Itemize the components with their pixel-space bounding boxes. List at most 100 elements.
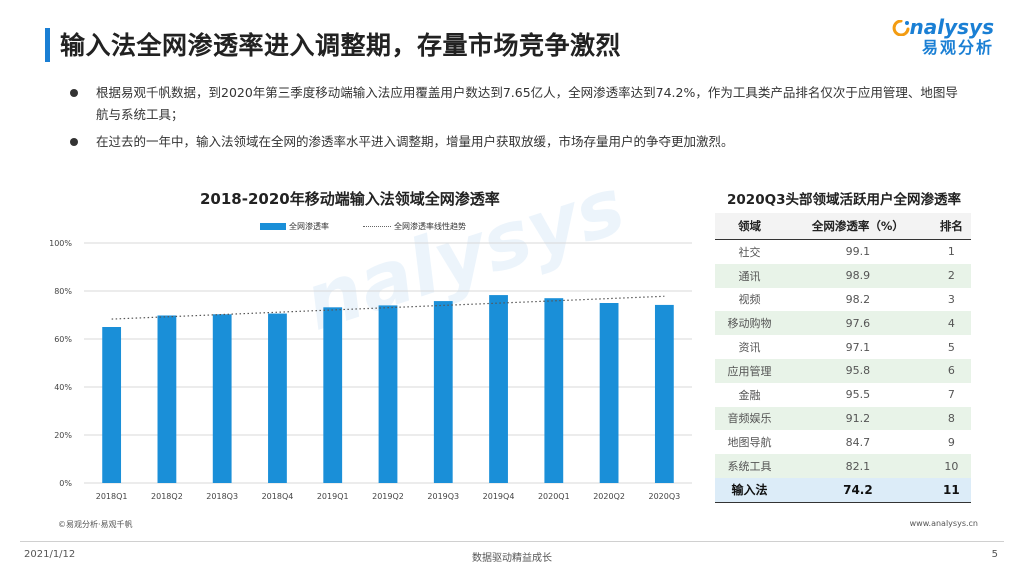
table-row-highlighted: 输入法 74.2 11	[715, 477, 971, 503]
page-title: 输入法全网渗透率进入调整期，存量市场竞争激烈	[60, 31, 622, 60]
bullet-item: 根据易观千帆数据，到2020年第三季度移动端输入法应用覆盖用户数达到7.65亿人…	[70, 82, 960, 126]
x-tick-label: 2018Q4	[262, 492, 294, 501]
cell-rate: 97.1	[845, 340, 871, 354]
data-bar	[544, 298, 564, 483]
y-tick-label: 40%	[54, 383, 72, 392]
cell-rank: 3	[947, 292, 955, 306]
table-row: 音频娱乐 91.2 8	[715, 406, 971, 431]
header-domain: 领域	[715, 213, 785, 240]
cell-rate: 99.1	[845, 245, 871, 259]
header-rank: 排名	[931, 213, 971, 240]
data-bar	[102, 327, 122, 483]
cell-domain: 系统工具	[715, 454, 785, 478]
footer-divider	[20, 541, 1004, 542]
logo-wordmark: nalysys	[892, 16, 994, 38]
page-number: 5	[991, 549, 998, 560]
cell-rate: 84.7	[845, 435, 871, 449]
footer-slogan: 数据驱动精益成长	[472, 553, 552, 564]
cell-rank: 1	[947, 245, 955, 259]
penetration-bar-chart: 0% 20% 40% 60% 80% 100% 2018Q1 2018Q2 2018Q3 2018…	[49, 239, 692, 501]
cell-rank: 4	[931, 311, 971, 336]
data-bar	[654, 304, 674, 483]
cell-rate: 98.9	[784, 263, 932, 288]
cell-rank: 7	[947, 388, 955, 402]
cell-rate: 97.6	[784, 311, 932, 336]
cell-rate: 95.5	[845, 388, 871, 402]
cell-domain: 金融	[738, 388, 761, 402]
data-bar	[433, 301, 453, 483]
table-header-row: 领域 全网渗透率（%） 排名	[715, 213, 971, 240]
x-tick-label: 2020Q2	[593, 492, 625, 501]
cell-rate: 95.8	[784, 358, 932, 383]
cell-domain: 应用管理	[715, 358, 785, 383]
table-row: 资讯 97.1 5	[715, 335, 971, 359]
y-tick-label: 100%	[49, 239, 72, 248]
y-tick-label: 80%	[54, 287, 72, 296]
cell-domain: 资讯	[738, 341, 761, 355]
cell-domain: 社交	[738, 245, 761, 259]
table-row: 应用管理 95.8 6	[715, 358, 971, 383]
data-bar	[268, 313, 287, 483]
table-row: 移动购物 97.6 4	[715, 311, 971, 336]
x-tick-label: 2019Q4	[483, 492, 515, 501]
bullet-item: 在过去的一年中，输入法领域在全网的渗透率水平进入调整期，增量用户获取放缓，市场存…	[70, 131, 960, 153]
chart-title: 2018-2020年移动端输入法领域全网渗透率	[200, 190, 500, 208]
website-url: www.analysys.cn	[909, 519, 978, 528]
legend-trend-label: 全网渗透率线性趋势	[394, 222, 466, 231]
cell-rate: 82.1	[784, 454, 932, 478]
table-row: 视频 98.2 3	[715, 288, 971, 312]
data-bar	[599, 303, 619, 483]
cell-rank: 8	[931, 406, 971, 431]
legend-trend-swatch	[363, 226, 391, 227]
cell-domain: 地图导航	[727, 436, 772, 450]
ranking-table: 领域 全网渗透率（%） 排名 社交 99.1 1 通讯 98.9 2 视频 98.2 3 移…	[715, 213, 971, 503]
table-row: 地图导航 84.7 9	[715, 430, 971, 454]
y-tick-label: 60%	[54, 335, 72, 344]
cell-rank: 6	[931, 358, 971, 383]
logo-mark-icon	[892, 19, 910, 37]
cell-rate: 91.2	[784, 406, 932, 431]
x-tick-label: 2018Q2	[151, 492, 183, 501]
data-bar	[489, 295, 508, 483]
x-tick-label: 2020Q3	[648, 492, 680, 501]
bullet-text: 在过去的一年中，输入法领域在全网的渗透率水平进入调整期，增量用户获取放缓，市场存…	[96, 134, 734, 149]
x-tick-label: 2019Q2	[372, 492, 404, 501]
cell-rank: 10	[931, 454, 971, 478]
footer-date: 2021/1/12	[24, 549, 76, 560]
cell-rank: 11	[931, 477, 971, 503]
x-tick-label: 2019Q3	[427, 492, 459, 501]
y-tick-label: 20%	[54, 431, 72, 440]
y-tick-label: 0%	[59, 479, 72, 488]
cell-rank: 5	[947, 340, 955, 354]
x-tick-label: 2020Q1	[538, 492, 570, 501]
table-row: 社交 99.1 1	[715, 240, 971, 264]
data-bar	[378, 305, 398, 483]
bullet-dot-icon	[70, 138, 78, 146]
logo-chinese-name: 易观分析	[921, 38, 994, 57]
x-tick-label: 2018Q3	[206, 492, 238, 501]
data-bar	[323, 307, 343, 483]
chart-source: ©易观分析·易观千帆	[58, 520, 133, 529]
data-bar	[157, 315, 177, 483]
summary-bullets: 根据易观千帆数据，到2020年第三季度移动端输入法应用覆盖用户数达到7.65亿人…	[70, 82, 960, 158]
cell-domain: 输入法	[715, 477, 785, 503]
x-tick-label: 2018Q1	[96, 492, 128, 501]
cell-rank: 2	[931, 263, 971, 288]
data-bar	[212, 314, 232, 483]
x-tick-label: 2019Q1	[317, 492, 349, 501]
bullet-dot-icon	[70, 89, 78, 97]
chart-legend: 全网渗透率 全网渗透率线性趋势	[260, 221, 466, 232]
cell-domain: 通讯	[715, 263, 785, 288]
bullet-text: 根据易观千帆数据，到2020年第三季度移动端输入法应用覆盖用户数达到7.65亿人…	[96, 85, 958, 122]
cell-domain: 移动购物	[715, 311, 785, 336]
table-row: 通讯 98.9 2	[715, 263, 971, 288]
title-accent-bar	[45, 28, 50, 62]
cell-rate: 74.2	[784, 477, 932, 503]
table-title: 2020Q3头部领域活跃用户全网渗透率	[727, 192, 961, 208]
legend-bar-label: 全网渗透率	[289, 222, 329, 231]
header-rate: 全网渗透率（%）	[784, 213, 932, 240]
legend-bar-swatch	[260, 223, 286, 230]
cell-rank: 9	[947, 435, 955, 449]
brand-logo: nalysys 易观分析	[892, 16, 994, 58]
trend-line	[111, 295, 665, 320]
